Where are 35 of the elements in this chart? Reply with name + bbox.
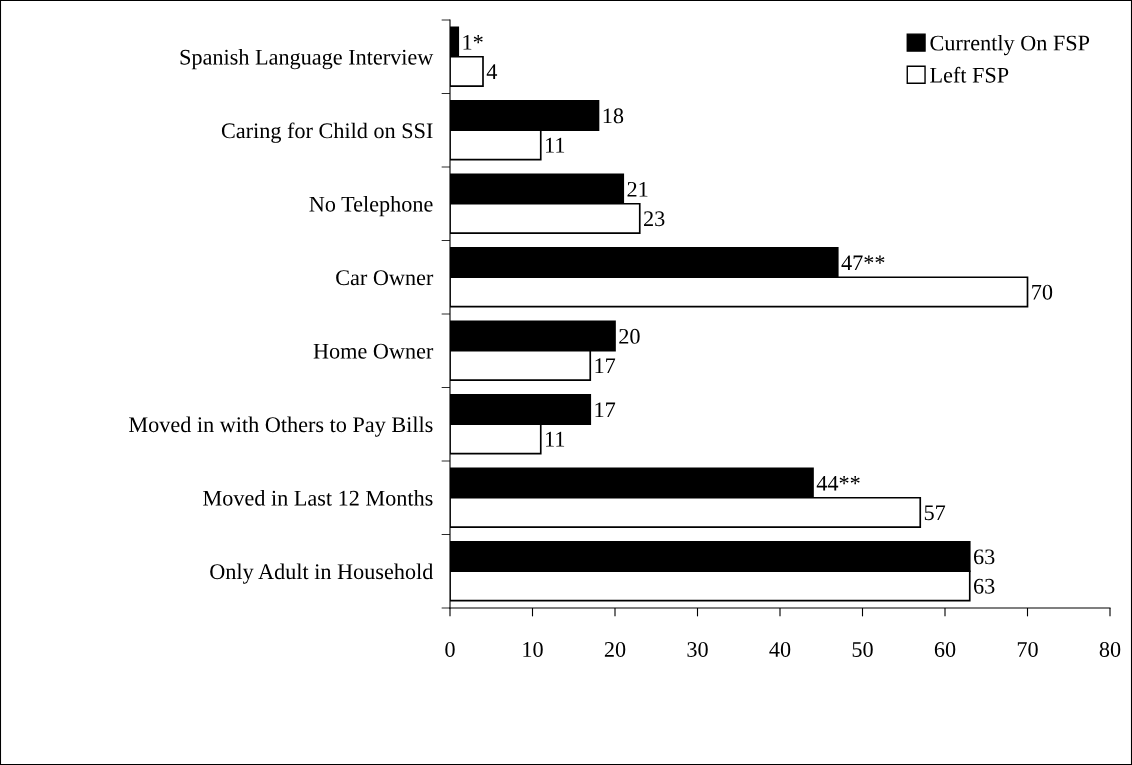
- legend-label: Left FSP: [930, 66, 1009, 83]
- x-tick-label: 10: [523, 641, 543, 657]
- x-tick-label: 40: [769, 641, 791, 657]
- data-label: 4: [486, 64, 498, 79]
- data-label: 1*: [463, 34, 483, 50]
- data-label: 63: [974, 578, 995, 594]
- y-tick-label: Moved in Last 12 Months: [203, 490, 433, 506]
- y-tick-label: Caring for Child on SSI: [221, 122, 433, 143]
- data-label: 23: [644, 211, 665, 227]
- x-tick-label: 50: [852, 641, 873, 657]
- data-label: 44**: [816, 475, 860, 491]
- y-tick-label: Moved in with Others to Pay Bills: [129, 416, 433, 437]
- data-label: 17: [595, 358, 616, 373]
- data-label: 63: [974, 549, 995, 565]
- y-tick-label: Spanish Language Interview: [180, 49, 434, 70]
- data-label: 20: [619, 328, 640, 344]
- data-label: 11: [546, 431, 565, 447]
- legend-label: Currently On FSP: [930, 34, 1090, 56]
- x-tick-label: 20: [604, 641, 626, 657]
- y-tick-label: Only Adult in Household: [210, 563, 434, 584]
- y-tick-label: No Telephone: [309, 196, 433, 217]
- data-label: 18: [603, 108, 624, 124]
- y-tick-label: Car Owner: [336, 270, 434, 286]
- data-label: 70: [1032, 284, 1053, 300]
- x-tick-label: 60: [934, 641, 956, 657]
- data-label: 57: [924, 505, 946, 521]
- x-tick-label: 0: [445, 641, 455, 657]
- x-tick-label: 80: [1099, 641, 1121, 657]
- data-label: 11: [546, 137, 565, 153]
- data-label: 17: [595, 402, 616, 418]
- y-tick-label: Home Owner: [313, 343, 434, 359]
- data-label: 21: [627, 181, 648, 197]
- x-tick-label: 30: [687, 641, 708, 657]
- data-label: 47**: [841, 255, 885, 271]
- x-tick-label: 70: [1017, 641, 1038, 657]
